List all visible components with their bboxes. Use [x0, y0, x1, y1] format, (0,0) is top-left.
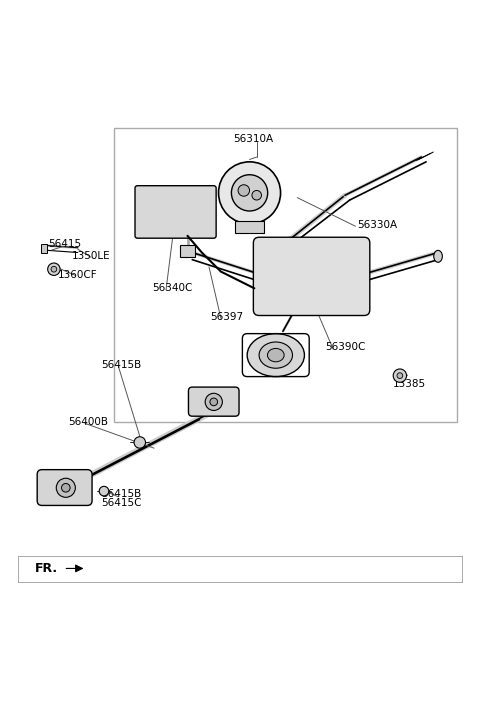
Circle shape: [205, 393, 222, 410]
Circle shape: [238, 184, 250, 196]
Text: FR.: FR.: [35, 562, 58, 575]
Text: 56400B: 56400B: [68, 417, 108, 427]
Ellipse shape: [247, 334, 304, 377]
Circle shape: [61, 483, 70, 492]
Text: 56340C: 56340C: [152, 283, 192, 293]
Text: 56415: 56415: [48, 239, 81, 249]
Circle shape: [210, 398, 217, 405]
Circle shape: [393, 369, 407, 383]
Circle shape: [51, 267, 57, 272]
Text: 13385: 13385: [393, 379, 426, 389]
FancyBboxPatch shape: [37, 470, 92, 506]
Text: 56330A: 56330A: [357, 220, 397, 230]
FancyBboxPatch shape: [135, 186, 216, 238]
Ellipse shape: [259, 342, 292, 368]
Text: 1360CF: 1360CF: [58, 270, 97, 280]
Bar: [180, 245, 195, 257]
FancyBboxPatch shape: [253, 237, 370, 315]
Text: 56310A: 56310A: [233, 134, 273, 144]
Bar: [114, 129, 457, 422]
Text: 56415B: 56415B: [102, 360, 142, 370]
Bar: [41, 245, 47, 253]
FancyBboxPatch shape: [189, 387, 239, 416]
Text: 56397: 56397: [210, 312, 243, 322]
Circle shape: [56, 478, 75, 498]
Circle shape: [218, 162, 281, 224]
Ellipse shape: [434, 250, 443, 262]
Text: 56415C: 56415C: [102, 498, 142, 508]
Circle shape: [134, 437, 145, 448]
Circle shape: [48, 263, 60, 275]
Circle shape: [397, 373, 403, 378]
Text: 56390C: 56390C: [325, 342, 365, 352]
Circle shape: [231, 174, 268, 211]
Text: 56415B: 56415B: [102, 490, 142, 500]
Circle shape: [252, 190, 262, 200]
Ellipse shape: [267, 348, 284, 362]
Bar: [235, 222, 264, 233]
Circle shape: [99, 486, 109, 496]
Text: 1350LE: 1350LE: [72, 252, 111, 261]
